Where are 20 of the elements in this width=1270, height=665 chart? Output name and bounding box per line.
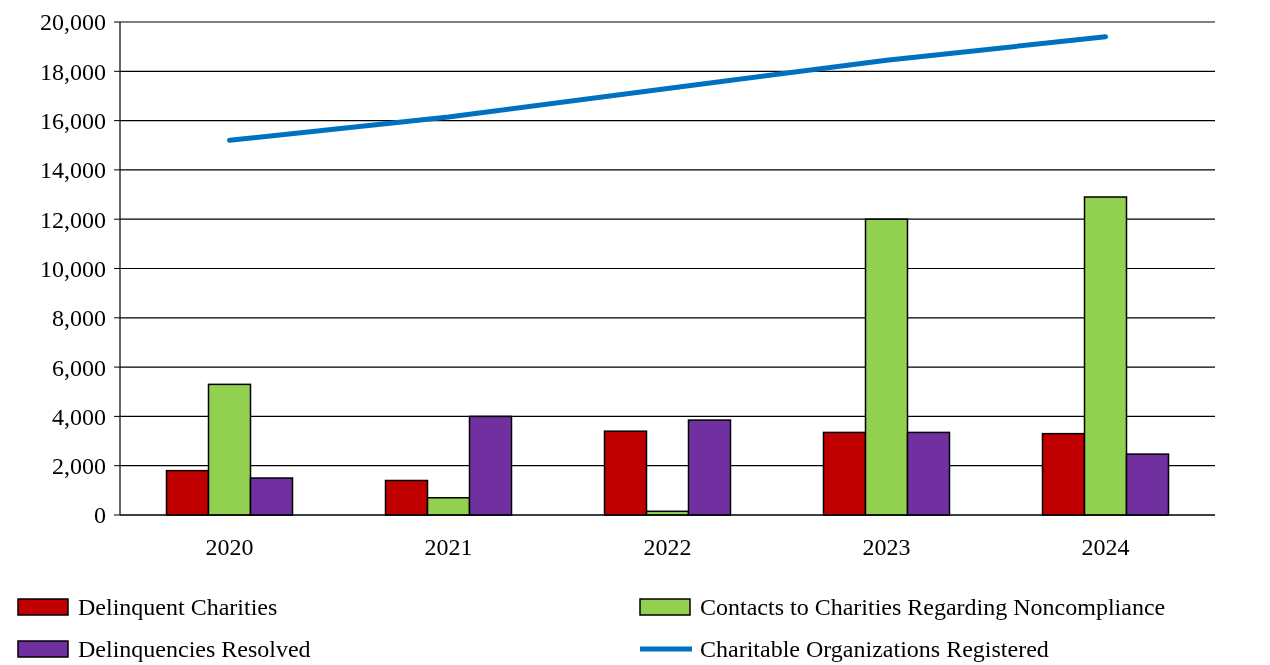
- legend-label: Delinquencies Resolved: [78, 636, 311, 663]
- y-tick-label: 10,000: [40, 255, 106, 282]
- legend-label: Delinquent Charities: [78, 594, 278, 621]
- y-tick-label: 0: [94, 502, 106, 529]
- x-tick-label: 2022: [643, 534, 692, 560]
- x-tick-label: 2021: [424, 534, 473, 560]
- legend-label: Contacts to Charities Regarding Noncompliance: [700, 594, 1166, 621]
- x-tick-label: 2023: [862, 534, 911, 560]
- y-tick-label: 16,000: [40, 108, 106, 134]
- y-tick-label: 18,000: [40, 58, 106, 85]
- legend-label: Charitable Organizations Registered: [700, 636, 1049, 663]
- y-tick-label: 6,000: [52, 354, 106, 381]
- y-tick-label: 4,000: [52, 403, 106, 430]
- x-tick-label: 2020: [205, 534, 254, 560]
- y-tick-label: 2,000: [52, 453, 106, 480]
- x-tick-label: 2024: [1081, 534, 1130, 560]
- y-tick-label: 12,000: [40, 206, 106, 233]
- y-tick-label: 8,000: [52, 305, 106, 332]
- y-tick-label: 14,000: [40, 157, 106, 184]
- y-tick-label: 20,000: [40, 9, 106, 36]
